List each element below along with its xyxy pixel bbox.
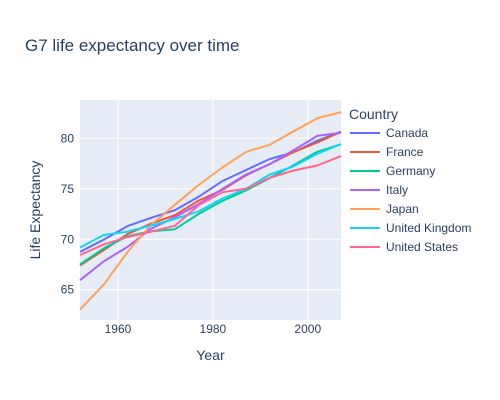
legend-label: Canada: [386, 126, 428, 140]
y-tick-label: 70: [61, 232, 75, 246]
legend: Country Canada France Germany Italy Japan Uni…: [349, 106, 471, 254]
x-axis-title: Year: [196, 347, 225, 363]
legend-item-united-states[interactable]: United States: [350, 240, 458, 254]
legend-item-canada[interactable]: Canada: [350, 126, 428, 140]
legend-label: Japan: [386, 202, 419, 216]
x-tick-label: 1980: [200, 322, 227, 336]
series-lines: [79, 111, 342, 311]
series-line-france: [79, 130, 342, 267]
series-line-italy: [79, 131, 342, 281]
legend-item-germany[interactable]: Germany: [350, 164, 435, 178]
legend-item-italy[interactable]: Italy: [350, 183, 408, 197]
y-axis-ticks: 65 70 75 80: [61, 131, 75, 296]
x-tick-label: 2000: [294, 322, 321, 336]
legend-label: Germany: [386, 164, 435, 178]
legend-label: France: [386, 145, 424, 159]
y-axis-title: Life Expectancy: [27, 161, 43, 260]
legend-label: United Kingdom: [386, 221, 471, 235]
x-axis-ticks: 1960 1980 2000: [105, 322, 322, 336]
legend-item-france[interactable]: France: [350, 145, 424, 159]
y-tick-label: 75: [61, 182, 75, 196]
series-line-united-states: [79, 155, 342, 256]
series-line-united-kingdom: [79, 143, 342, 249]
legend-item-united-kingdom[interactable]: United Kingdom: [350, 221, 471, 235]
legend-item-japan[interactable]: Japan: [350, 202, 419, 216]
legend-title: Country: [349, 106, 398, 122]
chart-title: G7 life expectancy over time: [25, 36, 239, 55]
legend-label: United States: [386, 240, 458, 254]
y-tick-label: 65: [61, 283, 75, 297]
legend-label: Italy: [386, 183, 408, 197]
x-tick-label: 1960: [105, 322, 132, 336]
plot-area: [80, 100, 341, 320]
y-tick-label: 80: [61, 131, 75, 145]
series-line-japan: [79, 111, 342, 311]
